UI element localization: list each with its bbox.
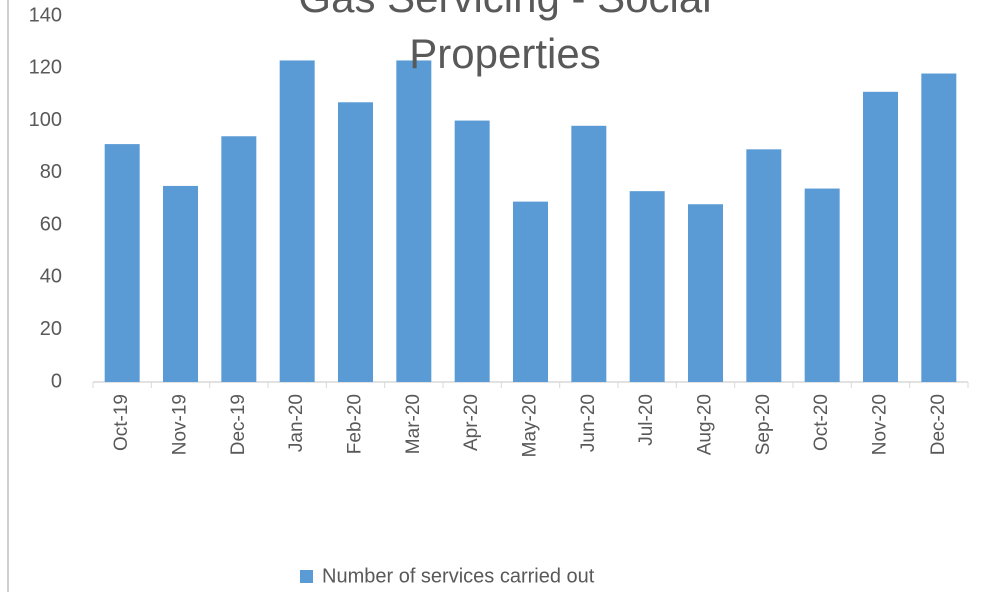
bar bbox=[104, 144, 140, 382]
bar bbox=[454, 120, 490, 383]
x-tick-label: Nov-19 bbox=[170, 394, 191, 455]
x-tick-label: May-20 bbox=[520, 394, 541, 457]
x-tick-label: Feb-20 bbox=[345, 394, 366, 454]
y-tick-label: 140 bbox=[29, 4, 62, 26]
bar bbox=[338, 102, 373, 383]
bar bbox=[221, 136, 257, 382]
x-tick-label: Nov-20 bbox=[870, 394, 891, 455]
bar bbox=[279, 60, 315, 382]
x-tick-label: Dec-20 bbox=[928, 394, 949, 455]
bar bbox=[688, 204, 723, 382]
chart-title: Gas Servicing - Social Properties bbox=[298, 0, 711, 77]
x-tick-label: Aug-20 bbox=[695, 394, 716, 455]
bar bbox=[396, 60, 432, 382]
bar bbox=[571, 125, 607, 383]
y-tick-label: 80 bbox=[40, 161, 62, 183]
x-tick-label: Jan-20 bbox=[286, 394, 307, 452]
y-tick-label: 40 bbox=[40, 266, 62, 288]
bar bbox=[921, 73, 957, 382]
y-tick-label: 120 bbox=[29, 57, 62, 79]
x-tick-label: Mar-20 bbox=[403, 394, 424, 454]
bar bbox=[163, 185, 198, 382]
bar bbox=[746, 149, 782, 382]
legend-label: Number of services carried out bbox=[322, 565, 595, 587]
x-tick-label: Oct-19 bbox=[111, 394, 132, 451]
x-tick-label: Apr-20 bbox=[461, 394, 482, 451]
x-tick-label: Sep-20 bbox=[753, 394, 774, 455]
x-tick-label: Jun-20 bbox=[578, 394, 599, 452]
x-tick-label: Oct-20 bbox=[811, 394, 832, 451]
x-tick-label: Jul-20 bbox=[636, 394, 657, 446]
y-tick-label: 0 bbox=[51, 370, 62, 392]
bar bbox=[863, 91, 898, 383]
legend-swatch bbox=[300, 570, 313, 583]
y-tick-label: 60 bbox=[40, 213, 62, 235]
y-tick-label: 100 bbox=[29, 109, 62, 131]
bar bbox=[804, 188, 840, 382]
bar bbox=[629, 191, 665, 382]
x-tick-label: Dec-19 bbox=[228, 394, 249, 455]
bar bbox=[513, 201, 548, 382]
y-tick-label: 20 bbox=[40, 318, 62, 340]
